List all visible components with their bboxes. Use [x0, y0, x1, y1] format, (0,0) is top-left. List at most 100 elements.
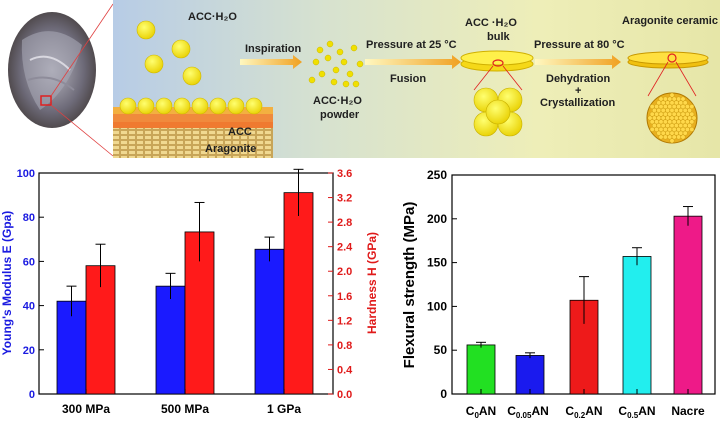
ceramic-grain — [663, 134, 668, 140]
ytick-label-flexural: 200 — [427, 212, 447, 226]
ceramic-grain — [671, 111, 677, 117]
ceramic-grain — [649, 127, 655, 132]
xtick-nacre: Nacre — [671, 404, 705, 418]
xtick-label-left: 500 MPa — [161, 402, 209, 416]
nacre-structure — [113, 20, 273, 158]
ylabel-left: Young's Modulus E (Gpa) — [0, 211, 14, 356]
ceramic-grain — [678, 123, 684, 128]
ceramic-grain — [654, 119, 659, 125]
ytick-label-left: 0 — [29, 389, 35, 401]
ceramic-grain — [674, 115, 679, 121]
bar-flexural — [622, 256, 652, 395]
ceramic-grain — [691, 115, 697, 121]
xtick-label-left: 1 GPa — [267, 402, 301, 416]
ceramic-grain — [685, 127, 690, 132]
chart-modulus-hardness: Young's Modulus E (Gpa) Hardness H (GPa)… — [0, 168, 379, 416]
ceramic-grain — [658, 111, 664, 117]
ceramic-grain — [663, 96, 668, 102]
ceramic-grain — [676, 127, 681, 132]
ytick-label-right: 0.0 — [337, 389, 352, 401]
xtick-c02an: C0.2AN — [565, 404, 602, 420]
ceramic-grain — [669, 100, 675, 106]
ceramic-grain — [665, 130, 670, 136]
ytick-label-right: 0.8 — [337, 340, 352, 352]
label-ceramic: Aragonite ceramic — [622, 15, 718, 27]
ceramic-grain — [660, 100, 666, 106]
label-powder-2: powder — [320, 109, 360, 121]
ytick-label-left: 20 — [23, 345, 35, 357]
bar-flexural — [515, 355, 545, 395]
ceramic-grain — [685, 119, 690, 125]
ytick-label-right: 2.4 — [337, 242, 353, 254]
bar-modulus — [56, 300, 87, 395]
ytick-label-flexural: 0 — [440, 387, 447, 401]
ceramic-grain — [649, 119, 655, 125]
label-powder-1: ACC·H₂O — [313, 95, 362, 107]
ceramic-grain — [674, 130, 679, 136]
ytick-label-right: 3.2 — [337, 193, 352, 205]
xtick-label-left: 300 MPa — [62, 402, 110, 416]
ceramic-grain — [654, 111, 659, 117]
x-tick-labels-flexural: C0AN C0.05AN C0.2AN C0.5AN Nacre — [466, 404, 705, 420]
label-pressure-80: Pressure at 80 °C — [534, 39, 625, 51]
ceramic-grain — [656, 115, 662, 121]
bar-modulus — [254, 248, 285, 395]
ceramic-grain — [682, 130, 688, 136]
ceramic-grain — [669, 115, 675, 121]
ceramic-grain — [671, 134, 677, 140]
ceramic-grain — [652, 123, 657, 128]
ceramic-grain — [680, 104, 686, 109]
ceramic-grain — [663, 119, 668, 125]
ceramic-grain — [678, 108, 684, 113]
label-bulk-1: ACC ·H₂O — [465, 17, 517, 29]
ceramic-grain — [682, 100, 688, 106]
ceramic-disc — [627, 51, 709, 144]
ceramic-grain — [647, 115, 653, 121]
ceramic-grain — [676, 119, 681, 125]
ceramic-grain — [685, 111, 690, 117]
ytick-label-right: 3.6 — [337, 168, 352, 180]
ceramic-grain — [660, 108, 666, 113]
ceramic-grain — [652, 108, 657, 113]
ytick-label-right: 2.8 — [337, 217, 352, 229]
ceramic-grain — [689, 111, 695, 117]
ceramic-grain — [671, 96, 677, 102]
ceramic-grain — [669, 123, 675, 128]
ceramic-grain — [663, 104, 668, 109]
process-arrows — [240, 55, 621, 69]
ceramic-grain — [658, 127, 664, 132]
ceramic-grain — [689, 127, 695, 132]
ceramic-grain — [649, 111, 655, 117]
ceramic-grain — [687, 108, 692, 113]
ceramic-grain — [656, 130, 662, 136]
ceramic-grain — [663, 111, 668, 117]
ceramic-grain — [658, 134, 664, 140]
ceramic-grain — [656, 100, 662, 106]
ceramic-grain — [678, 115, 684, 121]
ceramic-grain — [678, 100, 684, 106]
synthesis-scheme: ACC·H₂O ACC Aragonite Inspiration ACC·H₂… — [8, 0, 720, 158]
label-inspiration: Inspiration — [245, 43, 302, 55]
chart-flexural-strength: Flexural strength (MPa) 050100150200250 … — [401, 168, 716, 420]
ceramic-grain — [680, 96, 686, 102]
ceramic-grain — [667, 127, 673, 132]
ceramic-grain — [680, 134, 686, 140]
ytick-label-right: 1.6 — [337, 291, 352, 303]
ytick-label-left: 80 — [23, 212, 35, 224]
ceramic-grain — [660, 115, 666, 121]
ceramic-grain — [656, 108, 662, 113]
powder-particles — [308, 40, 364, 88]
ceramic-grain — [674, 123, 679, 128]
ceramic-grain — [669, 92, 675, 98]
shell-zoom-marker — [40, 95, 52, 106]
bar-flexural — [673, 215, 703, 395]
ceramic-grain — [649, 104, 655, 109]
ceramic-grain — [669, 130, 675, 136]
ceramic-grain — [676, 134, 681, 140]
ceramic-grain — [658, 119, 664, 125]
ceramic-grain — [656, 123, 662, 128]
label-pressure-25: Pressure at 25 °C — [366, 39, 457, 51]
ylabel-flexural: Flexural strength (MPa) — [401, 202, 418, 369]
ceramic-grain — [667, 119, 673, 125]
bar-flexural — [466, 344, 496, 395]
